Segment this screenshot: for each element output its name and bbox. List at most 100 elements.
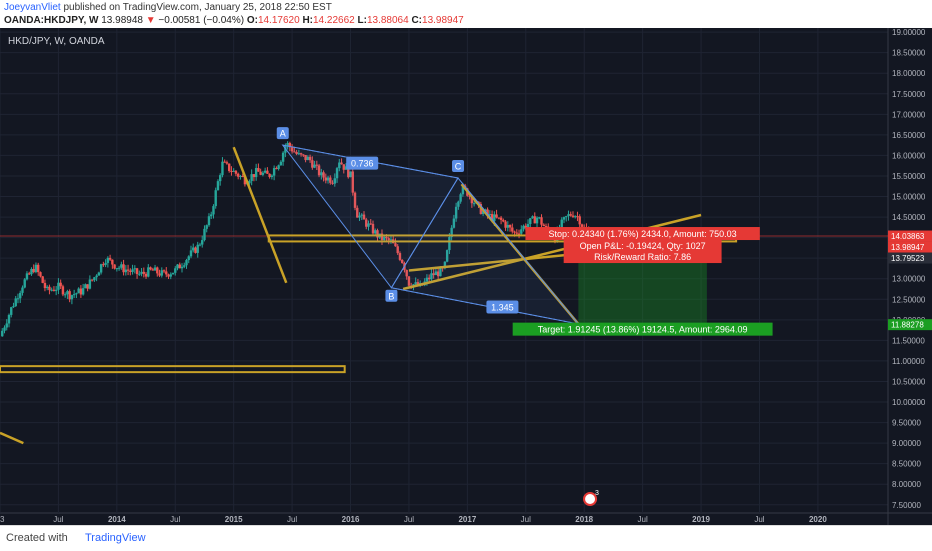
candle-body	[234, 170, 238, 174]
footer: Created with TradingView	[0, 525, 932, 551]
candle-body	[268, 173, 271, 178]
candle-body	[115, 268, 119, 270]
candle-body	[239, 175, 242, 177]
candle-body	[147, 267, 150, 277]
candle-body	[313, 164, 316, 168]
candle-body	[553, 238, 557, 242]
x-tick-label: 2020	[809, 515, 827, 524]
symbol-line: OANDA:HKDJPY, W 13.98948 ▼ −0.00581 (−0.…	[4, 15, 464, 26]
price-tag-label: 11.88278	[891, 321, 924, 330]
candle-body	[459, 194, 462, 202]
candle-body	[484, 209, 487, 211]
trendline	[0, 431, 24, 445]
candle-body	[279, 161, 283, 166]
x-tick-label: 2019	[692, 515, 710, 524]
candle-body	[180, 266, 184, 269]
candle-body	[544, 226, 548, 228]
candle-body	[360, 214, 363, 216]
close-label: C:	[411, 15, 423, 26]
candle-body	[214, 190, 217, 207]
candle-body	[461, 185, 465, 195]
stop-label: Stop: 0.24340 (1.76%) 2434.0, Amount: 75…	[549, 229, 737, 239]
price-tag-label: 13.98947	[891, 243, 925, 252]
candle-body	[322, 172, 325, 178]
candle-body	[165, 271, 168, 275]
ratio-label: 0.736	[351, 159, 374, 169]
candle-body	[490, 214, 494, 222]
candle-body	[23, 279, 26, 288]
candle-body	[389, 239, 393, 241]
candle-body	[448, 237, 451, 251]
candle-body	[299, 153, 303, 155]
candle-body	[79, 288, 83, 295]
x-tick-label: Jul	[638, 515, 648, 524]
candle-body	[34, 264, 38, 273]
price-tag-box	[888, 241, 932, 253]
candle-body	[277, 165, 280, 169]
chart-title: HKD/JPY, W, OANDA	[8, 36, 105, 47]
x-tick-label: 2018	[575, 515, 593, 524]
candle-body	[102, 264, 105, 266]
candle-body	[302, 154, 305, 156]
candle-body	[216, 181, 220, 191]
candle-body	[524, 225, 527, 229]
candle-body	[196, 244, 199, 253]
y-tick-label: 15.50000	[892, 172, 926, 181]
candle-body	[59, 282, 62, 287]
candle-body	[207, 216, 211, 226]
candle-body	[189, 250, 193, 257]
candle-body	[315, 164, 319, 166]
bd-line	[391, 287, 579, 325]
x-tick-label: 2017	[458, 515, 476, 524]
candle-body	[95, 275, 98, 278]
candle-body	[515, 232, 519, 234]
candle-body	[75, 293, 78, 295]
y-tick-label: 7.50000	[892, 501, 921, 510]
y-tick-label: 16.50000	[892, 131, 926, 140]
chart-header: JoeyvanVliet published on TradingView.co…	[0, 0, 932, 28]
candle-body	[131, 269, 134, 272]
candle-body	[14, 298, 17, 307]
candle-body	[497, 217, 501, 219]
y-tick-label: 17.50000	[892, 90, 926, 99]
candle-body	[16, 298, 20, 300]
candle-body	[356, 207, 359, 218]
candle-body	[567, 214, 570, 217]
candle-body	[374, 230, 377, 234]
candle-body	[149, 267, 152, 270]
candle-body	[198, 244, 202, 246]
candle-body	[133, 268, 137, 270]
high-value: 14.22662	[313, 15, 355, 26]
candle-body	[533, 216, 536, 224]
candle-body	[508, 224, 512, 228]
candle-body	[167, 274, 170, 277]
price-chart[interactable]: 19.00000 18.50000 18.00000 17.50000 17.00000…	[0, 28, 932, 525]
x-tick-label: Jul	[754, 515, 764, 524]
candle-body	[376, 230, 379, 238]
x-tick-label: 13	[0, 515, 5, 524]
x-tick-label: 2015	[225, 515, 243, 524]
candle-body	[495, 214, 498, 218]
candle-body	[358, 215, 361, 218]
candle-body	[19, 292, 22, 299]
tradingview-logo[interactable]: TradingView	[85, 532, 146, 544]
y-tick-label: 10.00000	[892, 398, 926, 407]
open-pl-box	[563, 239, 722, 264]
candle-body	[522, 225, 525, 230]
ratio-badge	[486, 300, 519, 314]
candle-body	[106, 257, 110, 263]
candle-body	[30, 268, 33, 275]
chart-area[interactable]: 19.00000 18.50000 18.00000 17.50000 17.00000…	[0, 28, 932, 525]
candle-body	[266, 170, 269, 174]
candle-body	[383, 236, 386, 241]
author-link[interactable]: JoeyvanVliet	[4, 2, 61, 13]
point-b-badge	[385, 289, 398, 302]
candle-body	[1, 330, 4, 337]
candle-body	[99, 264, 103, 273]
candle-body	[335, 168, 339, 179]
candle-body	[36, 264, 40, 273]
candle-body	[158, 273, 161, 276]
candle-body	[104, 262, 107, 265]
candle-body	[261, 172, 265, 175]
candle-body	[344, 166, 348, 170]
